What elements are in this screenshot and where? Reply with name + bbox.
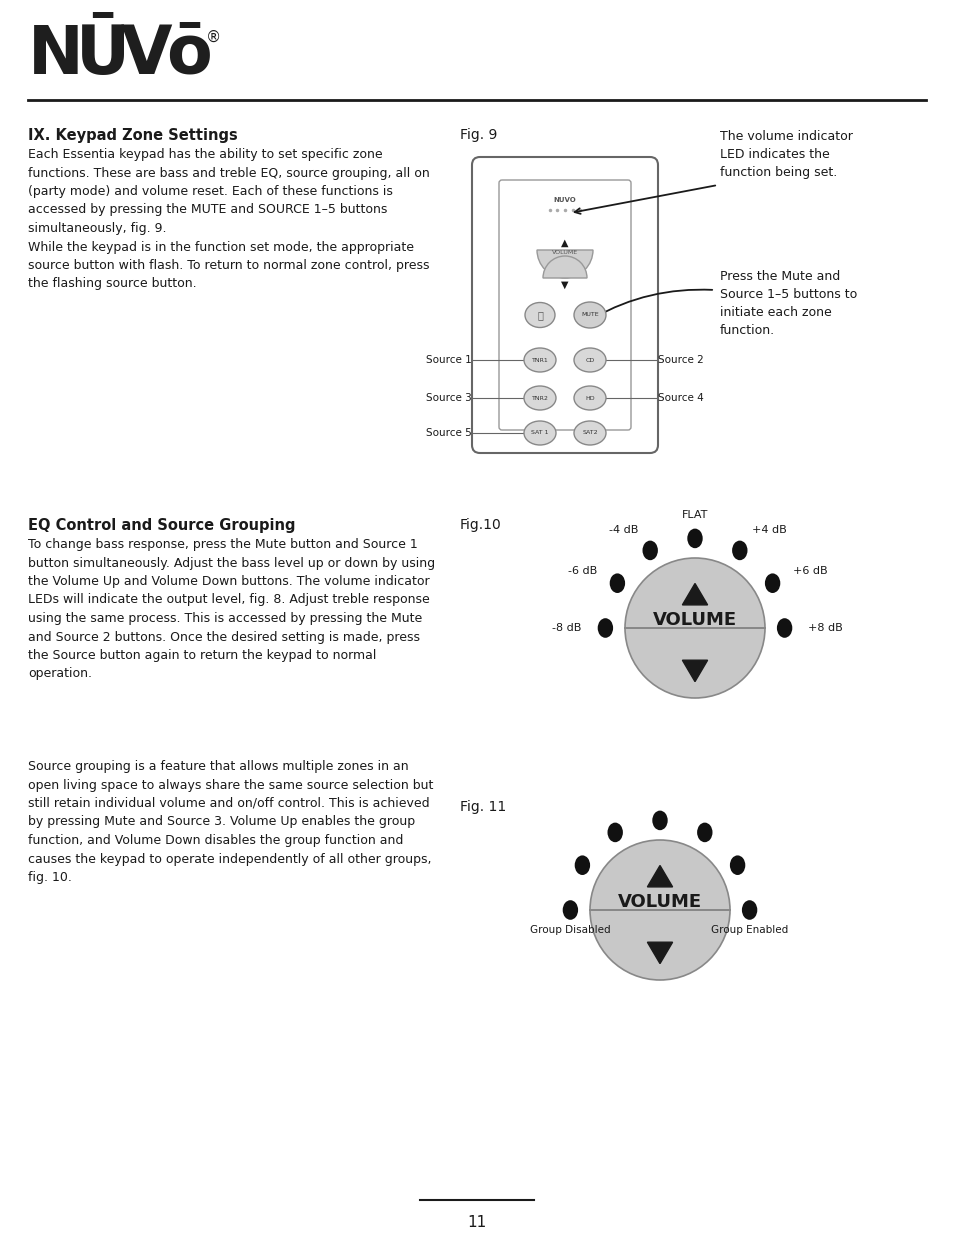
Wedge shape	[537, 249, 593, 278]
Text: -6 dB: -6 dB	[567, 567, 597, 577]
Text: ®: ®	[206, 30, 221, 44]
Text: +4 dB: +4 dB	[751, 525, 785, 535]
Text: Source 5: Source 5	[426, 429, 472, 438]
Text: Source 1: Source 1	[426, 354, 472, 366]
Text: VOLUME: VOLUME	[552, 251, 578, 256]
Text: Fig.10: Fig.10	[459, 517, 501, 532]
Ellipse shape	[641, 541, 658, 561]
Polygon shape	[681, 583, 707, 605]
Text: To change bass response, press the Mute button and Source 1
button simultaneousl: To change bass response, press the Mute …	[28, 538, 435, 680]
Text: SAT2: SAT2	[581, 431, 598, 436]
Text: Each Essentia keypad has the ability to set specific zone
functions. These are b: Each Essentia keypad has the ability to …	[28, 148, 429, 290]
Ellipse shape	[686, 529, 702, 548]
Ellipse shape	[697, 823, 712, 842]
Text: EQ Control and Source Grouping: EQ Control and Source Grouping	[28, 517, 295, 534]
Wedge shape	[589, 840, 729, 910]
Ellipse shape	[523, 421, 556, 445]
Text: Fig. 9: Fig. 9	[459, 128, 497, 142]
Text: +8 dB: +8 dB	[807, 622, 842, 634]
Ellipse shape	[598, 619, 613, 637]
Text: SAT 1: SAT 1	[531, 431, 548, 436]
Text: VOLUME: VOLUME	[652, 610, 737, 629]
Ellipse shape	[574, 421, 605, 445]
Ellipse shape	[607, 823, 622, 842]
Text: HD: HD	[584, 395, 594, 400]
Text: Source 3: Source 3	[426, 393, 472, 403]
Ellipse shape	[523, 387, 556, 410]
Text: ⏻: ⏻	[537, 310, 542, 320]
Text: IX. Keypad Zone Settings: IX. Keypad Zone Settings	[28, 128, 237, 143]
Text: Group Enabled: Group Enabled	[710, 925, 787, 935]
Polygon shape	[647, 866, 672, 887]
Ellipse shape	[574, 387, 605, 410]
Text: Ū: Ū	[76, 22, 130, 88]
Ellipse shape	[574, 348, 605, 372]
Ellipse shape	[652, 810, 667, 830]
Text: Press the Mute and
Source 1–5 buttons to
initiate each zone
function.: Press the Mute and Source 1–5 buttons to…	[720, 270, 857, 337]
Text: ō: ō	[166, 22, 212, 88]
Polygon shape	[647, 942, 672, 963]
Ellipse shape	[731, 541, 747, 561]
Ellipse shape	[523, 348, 556, 372]
Ellipse shape	[741, 900, 757, 920]
Text: -4 dB: -4 dB	[608, 525, 638, 535]
Ellipse shape	[776, 619, 792, 637]
Wedge shape	[542, 256, 586, 278]
Text: Source 4: Source 4	[658, 393, 703, 403]
Ellipse shape	[574, 856, 590, 876]
Ellipse shape	[729, 856, 744, 876]
Text: ▲: ▲	[560, 238, 568, 248]
Text: VOLUME: VOLUME	[618, 893, 701, 910]
Wedge shape	[589, 910, 729, 981]
Text: The volume indicator
LED indicates the
function being set.: The volume indicator LED indicates the f…	[720, 130, 852, 179]
Text: Source 2: Source 2	[658, 354, 703, 366]
Ellipse shape	[574, 303, 605, 329]
FancyBboxPatch shape	[472, 157, 658, 453]
Ellipse shape	[524, 303, 555, 327]
Polygon shape	[681, 661, 707, 682]
Text: TNR1: TNR1	[531, 357, 548, 363]
Text: FLAT: FLAT	[681, 510, 707, 520]
Text: +6 dB: +6 dB	[792, 567, 827, 577]
Wedge shape	[624, 558, 764, 629]
Text: -8 dB: -8 dB	[552, 622, 581, 634]
Text: NUVO: NUVO	[553, 198, 576, 203]
Text: MUTE: MUTE	[580, 312, 598, 317]
Text: Fig. 11: Fig. 11	[459, 800, 506, 814]
Ellipse shape	[764, 573, 780, 593]
Text: N: N	[28, 22, 84, 88]
Text: 11: 11	[467, 1215, 486, 1230]
Wedge shape	[624, 629, 764, 698]
Ellipse shape	[609, 573, 624, 593]
Ellipse shape	[562, 900, 578, 920]
Text: CD: CD	[585, 357, 594, 363]
Text: TNR2: TNR2	[531, 395, 548, 400]
Text: V: V	[121, 22, 172, 88]
Text: Source grouping is a feature that allows multiple zones in an
open living space : Source grouping is a feature that allows…	[28, 760, 433, 884]
Text: Group Disabled: Group Disabled	[530, 925, 610, 935]
FancyBboxPatch shape	[498, 180, 630, 430]
Text: ▼: ▼	[560, 280, 568, 290]
